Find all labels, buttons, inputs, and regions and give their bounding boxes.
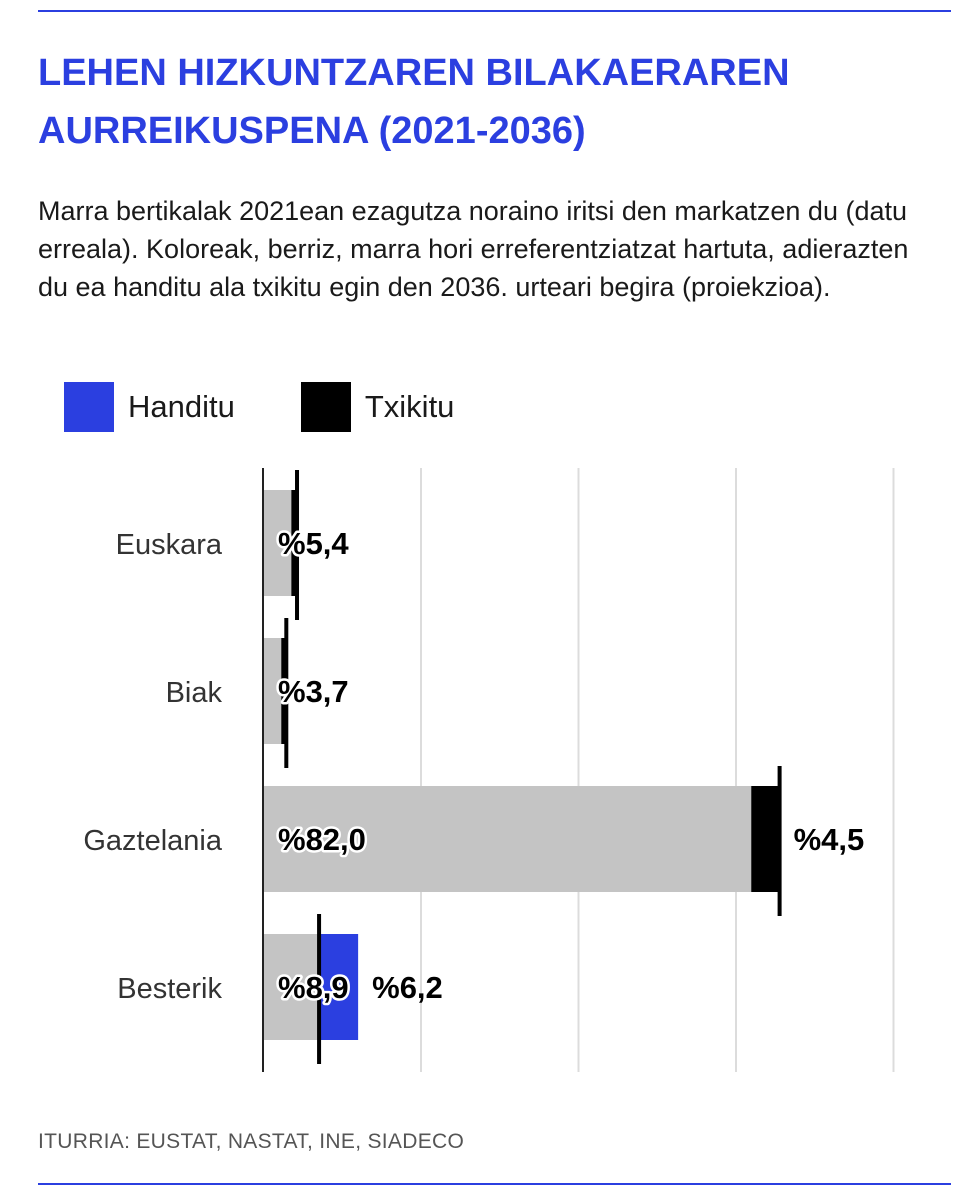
category-label: Biak <box>166 677 223 709</box>
legend-item-decrease: Txikitu <box>300 382 455 432</box>
change-bar <box>751 786 780 892</box>
change-label: %6,2 <box>372 970 443 1005</box>
change-bar <box>291 490 298 596</box>
base-bar <box>263 490 292 596</box>
chart-title: LEHEN HIZKUNTZAREN BILAKAERAREN AURREIKU… <box>38 52 790 152</box>
legend-swatch-increase <box>64 382 114 432</box>
change-label: %4,5 <box>794 822 865 857</box>
value-label-2021: %3,7 <box>278 674 349 709</box>
bottom-rule <box>38 1183 951 1185</box>
change-bar <box>281 638 287 744</box>
value-label-2021: %8,9 <box>278 970 349 1005</box>
chart-subtitle: Marra bertikalak 2021ean ezagutza norain… <box>38 196 909 302</box>
bar-chart: Euskara %5,4 Biak %3,7 Gaztelania %82,0 %4,5 Be… <box>83 468 895 1072</box>
legend: Handitu Txikitu <box>64 382 520 432</box>
source-note: ITURRIA: EUSTAT, NASTAT, INE, SIADECO <box>38 1130 465 1153</box>
legend-label-increase: Handitu <box>128 389 235 424</box>
base-bar <box>263 934 320 1040</box>
legend-swatch-decrease <box>300 382 351 432</box>
top-rule <box>38 10 951 12</box>
value-label-2021: %5,4 <box>278 526 349 561</box>
marker-2021 <box>317 914 322 1064</box>
marker-2021 <box>284 618 289 768</box>
category-label: Euskara <box>116 529 223 561</box>
marker-2021 <box>777 766 782 916</box>
legend-item-increase: Handitu <box>64 382 235 432</box>
value-label-2021: %82,0 <box>278 822 366 857</box>
marker-2021 <box>295 470 300 620</box>
legend-label-decrease: Txikitu <box>364 389 455 424</box>
change-bar <box>319 934 359 1040</box>
base-bar <box>263 786 752 892</box>
axis-line <box>262 468 264 1072</box>
category-label: Besterik <box>117 973 222 1005</box>
category-label: Gaztelania <box>83 825 223 857</box>
base-bar <box>263 638 282 744</box>
